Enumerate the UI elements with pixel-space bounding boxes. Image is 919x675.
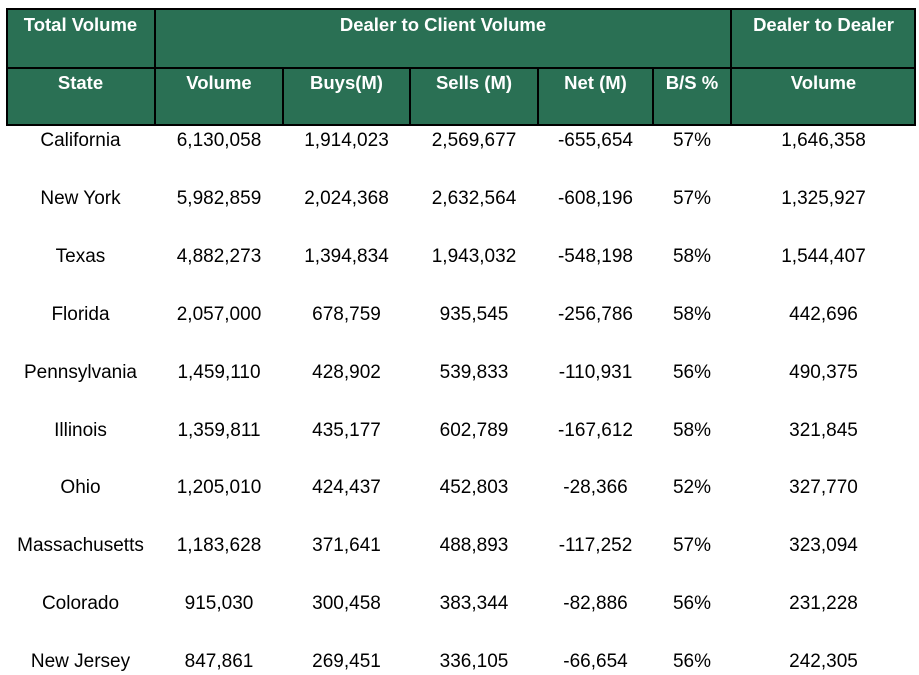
- cell-state: Massachusetts: [17, 535, 144, 557]
- cell-sells: 935,545: [439, 303, 509, 325]
- cell-net: -256,786: [557, 303, 633, 325]
- cell-state: Illinois: [54, 419, 107, 441]
- cell-volume: 4,882,273: [176, 245, 262, 267]
- cell-bs-pct: 56%: [672, 361, 712, 383]
- cell-dd-volume: 321,845: [789, 419, 858, 441]
- cell-state: Texas: [55, 245, 106, 267]
- cell-bs-pct: 58%: [672, 303, 712, 325]
- cell-dd-volume: 1,646,358: [781, 130, 866, 151]
- cell-sells: 383,344: [439, 593, 509, 615]
- column-header-sells: Sells (M): [435, 72, 513, 93]
- column-header-buys: Buys(M): [310, 72, 383, 93]
- cell-net: -66,654: [563, 651, 628, 673]
- cell-buys: 371,641: [312, 535, 381, 557]
- cell-buys: 2,024,368: [304, 187, 389, 209]
- cell-buys: 1,914,023: [304, 130, 389, 151]
- cell-net: -28,366: [563, 477, 628, 499]
- cell-state: Colorado: [41, 593, 120, 615]
- cell-sells: 488,893: [439, 535, 509, 557]
- cell-buys: 300,458: [312, 593, 381, 615]
- cell-sells: 2,569,677: [431, 130, 517, 151]
- cell-net: -82,886: [563, 593, 628, 615]
- cell-dd-volume: 1,544,407: [781, 245, 866, 267]
- cell-net: -167,612: [557, 419, 633, 441]
- cell-dd-volume: 327,770: [789, 477, 858, 499]
- column-header-net: Net (M): [564, 72, 627, 93]
- cell-bs-pct: 56%: [672, 593, 712, 615]
- group-header-dealer-to-client: Dealer to Client Volume: [339, 14, 547, 35]
- group-header-total-volume: Total Volume: [23, 14, 138, 35]
- cell-volume: 2,057,000: [176, 303, 262, 325]
- cell-sells: 2,632,564: [431, 187, 517, 209]
- cell-net: -655,654: [557, 130, 633, 151]
- cell-dd-volume: 231,228: [789, 593, 858, 615]
- cell-buys: 435,177: [312, 419, 381, 441]
- cell-bs-pct: 57%: [672, 187, 712, 209]
- cell-bs-pct: 57%: [672, 535, 712, 557]
- cell-buys: 269,451: [312, 651, 381, 673]
- cell-volume: 1,183,628: [176, 535, 262, 557]
- cell-buys: 428,902: [312, 361, 381, 383]
- header-column-divider: [409, 67, 411, 126]
- cell-state: New York: [40, 187, 121, 209]
- cell-volume: 5,982,859: [176, 187, 262, 209]
- column-header-state: State: [57, 72, 104, 93]
- header-column-divider: [282, 67, 284, 126]
- cell-volume: 6,130,058: [176, 130, 262, 151]
- cell-sells: 602,789: [439, 419, 509, 441]
- cell-dd-volume: 490,375: [789, 361, 858, 383]
- header-column-divider: [537, 67, 539, 126]
- cell-dd-volume: 442,696: [789, 303, 858, 325]
- header-divider: [6, 67, 916, 69]
- cell-volume: 1,205,010: [176, 477, 262, 499]
- cell-dd-volume: 1,325,927: [781, 187, 866, 209]
- cell-dd-volume: 323,094: [789, 535, 858, 557]
- cell-buys: 678,759: [312, 303, 381, 325]
- cell-dd-volume: 242,305: [789, 651, 858, 673]
- cell-state: New Jersey: [30, 651, 131, 673]
- cell-buys: 1,394,834: [304, 245, 389, 267]
- cell-state: California: [40, 130, 121, 151]
- cell-net: -608,196: [557, 187, 633, 209]
- cell-state: Pennsylvania: [23, 361, 138, 383]
- cell-sells: 1,943,032: [431, 245, 517, 267]
- cell-sells: 539,833: [439, 361, 509, 383]
- cell-buys: 424,437: [312, 477, 381, 499]
- cell-bs-pct: 56%: [672, 651, 712, 673]
- cell-net: -548,198: [557, 245, 633, 267]
- cell-sells: 452,803: [439, 477, 509, 499]
- cell-volume: 915,030: [184, 593, 254, 615]
- cell-state: Ohio: [60, 477, 101, 499]
- cell-sells: 336,105: [439, 651, 509, 673]
- column-header-bs-pct: B/S %: [665, 72, 719, 93]
- cell-state: Florida: [51, 303, 110, 325]
- header-column-divider: [730, 8, 732, 126]
- cell-volume: 1,459,110: [177, 361, 261, 383]
- header-column-divider: [154, 8, 156, 126]
- cell-bs-pct: 57%: [672, 130, 712, 151]
- cell-bs-pct: 58%: [672, 245, 712, 267]
- header-column-divider: [652, 67, 654, 126]
- cell-net: -117,252: [558, 535, 633, 557]
- group-header-dealer-to-dealer: Dealer to Dealer: [753, 14, 894, 35]
- column-header-volume: Volume: [186, 72, 252, 93]
- cell-bs-pct: 52%: [672, 477, 712, 499]
- cell-net: -110,931: [558, 361, 633, 383]
- cell-bs-pct: 58%: [672, 419, 712, 441]
- cell-volume: 1,359,811: [177, 419, 261, 441]
- cell-volume: 847,861: [184, 651, 254, 673]
- column-header-dd-volume: Volume: [790, 72, 857, 93]
